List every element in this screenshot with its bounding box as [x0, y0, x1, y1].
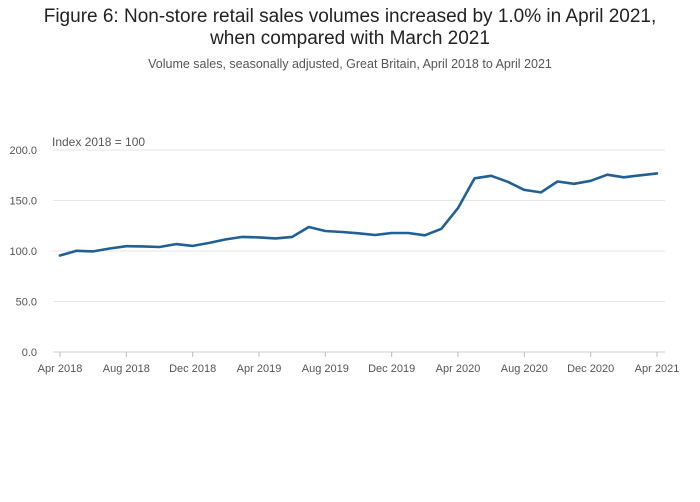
- data-point[interactable]: [270, 232, 282, 244]
- x-tick-label: Apr 2021: [635, 363, 680, 375]
- data-point[interactable]: [369, 229, 381, 241]
- y-tick-label: 0.0: [22, 347, 37, 359]
- y-tick-label: 100.0: [9, 246, 37, 258]
- data-point[interactable]: [87, 245, 99, 257]
- data-point[interactable]: [71, 245, 83, 257]
- data-point[interactable]: [402, 227, 414, 239]
- data-point[interactable]: [220, 233, 232, 245]
- data-point[interactable]: [585, 175, 597, 187]
- data-point[interactable]: [502, 176, 514, 188]
- data-point[interactable]: [618, 171, 630, 183]
- chart-title: Figure 6: Non-store retail sales volumes…: [0, 6, 700, 50]
- series-line-0: [58, 172, 659, 257]
- y-axis-label: Index 2018 = 100: [52, 135, 145, 149]
- data-point[interactable]: [187, 240, 199, 252]
- data-point[interactable]: [469, 172, 481, 184]
- x-tick-label: Dec 2020: [567, 363, 614, 375]
- data-point[interactable]: [104, 242, 116, 254]
- data-point[interactable]: [253, 231, 265, 243]
- x-tick-label: Aug 2018: [103, 363, 150, 375]
- data-point[interactable]: [336, 226, 348, 238]
- data-point[interactable]: [137, 240, 149, 252]
- y-tick-label: 150.0: [9, 196, 37, 208]
- data-point[interactable]: [154, 241, 166, 253]
- data-point[interactable]: [286, 231, 298, 243]
- data-point[interactable]: [203, 237, 215, 249]
- data-point[interactable]: [353, 227, 365, 239]
- x-tick-label: Aug 2020: [501, 363, 548, 375]
- data-point[interactable]: [452, 202, 464, 214]
- data-point[interactable]: [552, 176, 564, 188]
- data-point[interactable]: [120, 240, 132, 252]
- data-point[interactable]: [236, 231, 248, 243]
- chart-subtitle: Volume sales, seasonally adjusted, Great…: [148, 57, 552, 71]
- data-point[interactable]: [651, 167, 663, 179]
- x-tick-label: Dec 2019: [368, 363, 415, 375]
- chart-title-line-1: Figure 6: Non-store retail sales volumes…: [43, 6, 657, 27]
- x-tick-label: Apr 2018: [38, 363, 83, 375]
- data-point[interactable]: [319, 225, 331, 237]
- x-axis: Apr 2018 Aug 2018 Dec 2018 Apr 2019 Aug 2019…: [38, 352, 680, 375]
- data-point[interactable]: [568, 178, 580, 190]
- x-tick-label: Apr 2020: [436, 363, 481, 375]
- data-point[interactable]: [601, 169, 613, 181]
- data-point[interactable]: [303, 221, 315, 233]
- data-point[interactable]: [435, 223, 447, 235]
- data-point[interactable]: [170, 238, 182, 250]
- y-axis: 0.0 50.0 100.0 150.0 200.0: [9, 145, 37, 359]
- x-tick-label: Apr 2019: [237, 363, 282, 375]
- data-point[interactable]: [518, 184, 530, 196]
- y-tick-label: 50.0: [16, 297, 37, 309]
- data-point[interactable]: [419, 229, 431, 241]
- plot-area: [54, 167, 663, 262]
- x-tick-label: Aug 2019: [302, 363, 349, 375]
- y-tick-label: 200.0: [9, 145, 37, 157]
- data-point[interactable]: [535, 186, 547, 198]
- data-point[interactable]: [634, 169, 646, 181]
- data-point[interactable]: [386, 227, 398, 239]
- chart-title-line-2: when compared with March 2021: [210, 28, 490, 49]
- data-point[interactable]: [54, 250, 66, 262]
- gridlines: [53, 149, 665, 353]
- x-tick-label: Dec 2018: [169, 363, 216, 375]
- data-point[interactable]: [485, 170, 497, 182]
